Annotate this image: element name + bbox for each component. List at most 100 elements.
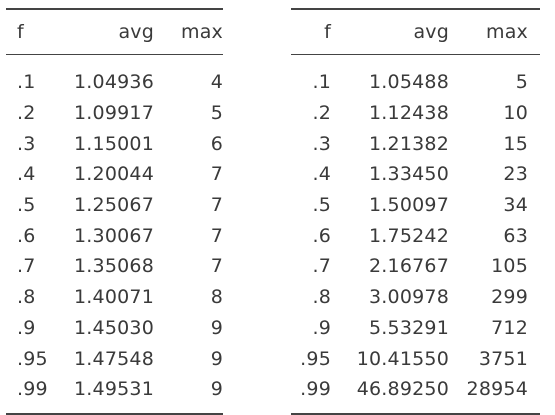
table-row: .7 1.35068 7 bbox=[6, 251, 223, 282]
table-row: .7 2.16767 105 bbox=[291, 251, 540, 282]
cell-max: 28954 bbox=[466, 378, 528, 401]
cell-f: .7 bbox=[312, 255, 331, 278]
cell-max: 712 bbox=[491, 316, 528, 339]
cell-max: 9 bbox=[210, 347, 223, 370]
header-max: max bbox=[486, 21, 528, 43]
header-f: f bbox=[324, 21, 331, 43]
cell-max: 5 bbox=[210, 102, 223, 125]
table-row: .95 1.47548 9 bbox=[6, 343, 223, 374]
table-row: .1 1.04936 4 bbox=[6, 55, 223, 98]
table-body: .1 1.05488 5 .2 1.12438 10 .3 1.21382 15 .4 1.3… bbox=[291, 55, 540, 414]
table-header: f avg max bbox=[6, 9, 223, 55]
cell-f: .8 bbox=[312, 286, 331, 309]
cell-max: 6 bbox=[210, 132, 223, 155]
table-row: .4 1.33450 23 bbox=[291, 159, 540, 190]
cell-avg: 1.05488 bbox=[369, 71, 449, 94]
cell-avg: 3.00978 bbox=[369, 286, 449, 309]
cell-f: .4 bbox=[312, 163, 331, 186]
cell-f: .5 bbox=[312, 194, 331, 217]
table-row: .9 1.45030 9 bbox=[6, 313, 223, 344]
cell-avg: 1.40071 bbox=[74, 286, 154, 309]
cell-avg: 46.89250 bbox=[356, 378, 449, 401]
cell-avg: 1.75242 bbox=[369, 224, 449, 247]
cell-avg: 1.30067 bbox=[74, 224, 154, 247]
table-row: .3 1.21382 15 bbox=[291, 128, 540, 159]
cell-f: .1 bbox=[312, 71, 331, 94]
table-body: .1 1.04936 4 .2 1.09917 5 .3 1.15001 6 .4 1.200… bbox=[6, 55, 223, 414]
cell-avg: 1.25067 bbox=[74, 194, 154, 217]
cell-f: .6 bbox=[17, 224, 36, 247]
cell-f: .9 bbox=[17, 316, 36, 339]
table-row: .2 1.09917 5 bbox=[6, 98, 223, 129]
cell-f: .2 bbox=[312, 102, 331, 125]
cell-f: .99 bbox=[300, 378, 331, 401]
cell-max: 9 bbox=[210, 378, 223, 401]
cell-avg: 1.15001 bbox=[74, 132, 154, 155]
header-f: f bbox=[17, 21, 24, 43]
cell-max: 299 bbox=[491, 286, 528, 309]
cell-f: .8 bbox=[17, 286, 36, 309]
table-row: .1 1.05488 5 bbox=[291, 55, 540, 98]
table-row: .8 3.00978 299 bbox=[291, 282, 540, 313]
table-row: .95 10.41550 3751 bbox=[291, 343, 540, 374]
cell-max: 8 bbox=[210, 286, 223, 309]
table-row: .5 1.25067 7 bbox=[6, 190, 223, 221]
header-max: max bbox=[181, 21, 223, 43]
cell-max: 23 bbox=[503, 163, 528, 186]
cell-max: 34 bbox=[503, 194, 528, 217]
cell-max: 5 bbox=[515, 71, 528, 94]
table-row: .2 1.12438 10 bbox=[291, 98, 540, 129]
cell-f: .95 bbox=[17, 347, 48, 370]
header-avg: avg bbox=[413, 21, 449, 43]
cell-avg: 1.47548 bbox=[74, 347, 154, 370]
cell-avg: 1.35068 bbox=[74, 255, 154, 278]
cell-avg: 1.04936 bbox=[74, 71, 154, 94]
table-row: .99 1.49531 9 bbox=[6, 374, 223, 414]
cell-avg: 1.09917 bbox=[74, 102, 154, 125]
table-row: .6 1.75242 63 bbox=[291, 220, 540, 251]
cell-max: 9 bbox=[210, 316, 223, 339]
cell-f: .4 bbox=[17, 163, 36, 186]
cell-max: 3751 bbox=[478, 347, 528, 370]
left-stats-table: f avg max .1 1.04936 4 .2 1.09917 5 .3 1.1500… bbox=[6, 8, 223, 415]
table-row: .3 1.15001 6 bbox=[6, 128, 223, 159]
cell-avg: 10.41550 bbox=[356, 347, 449, 370]
cell-avg: 1.49531 bbox=[74, 378, 154, 401]
table-row: .99 46.89250 28954 bbox=[291, 374, 540, 414]
cell-f: .6 bbox=[312, 224, 331, 247]
cell-f: .95 bbox=[300, 347, 331, 370]
cell-max: 7 bbox=[210, 163, 223, 186]
cell-max: 15 bbox=[503, 132, 528, 155]
cell-f: .5 bbox=[17, 194, 36, 217]
cell-avg: 5.53291 bbox=[369, 316, 449, 339]
cell-max: 10 bbox=[503, 102, 528, 125]
header-avg: avg bbox=[118, 21, 154, 43]
cell-max: 105 bbox=[491, 255, 528, 278]
cell-max: 63 bbox=[503, 224, 528, 247]
table-header: f avg max bbox=[291, 9, 540, 55]
right-stats-table: f avg max .1 1.05488 5 .2 1.12438 10 .3 1.213… bbox=[291, 8, 540, 415]
table-row: .8 1.40071 8 bbox=[6, 282, 223, 313]
table-row: .9 5.53291 712 bbox=[291, 313, 540, 344]
cell-max: 4 bbox=[210, 71, 223, 94]
cell-f: .99 bbox=[17, 378, 48, 401]
cell-avg: 1.12438 bbox=[369, 102, 449, 125]
cell-f: .1 bbox=[17, 71, 36, 94]
cell-f: .3 bbox=[312, 132, 331, 155]
cell-f: .3 bbox=[17, 132, 36, 155]
table-row: .5 1.50097 34 bbox=[291, 190, 540, 221]
cell-f: .7 bbox=[17, 255, 36, 278]
cell-avg: 1.45030 bbox=[74, 316, 154, 339]
cell-max: 7 bbox=[210, 224, 223, 247]
cell-f: .2 bbox=[17, 102, 36, 125]
cell-max: 7 bbox=[210, 194, 223, 217]
cell-avg: 1.21382 bbox=[369, 132, 449, 155]
table-row: .6 1.30067 7 bbox=[6, 220, 223, 251]
cell-avg: 2.16767 bbox=[369, 255, 449, 278]
table-row: .4 1.20044 7 bbox=[6, 159, 223, 190]
cell-f: .9 bbox=[312, 316, 331, 339]
cell-avg: 1.20044 bbox=[74, 163, 154, 186]
cell-avg: 1.33450 bbox=[369, 163, 449, 186]
cell-avg: 1.50097 bbox=[369, 194, 449, 217]
cell-max: 7 bbox=[210, 255, 223, 278]
